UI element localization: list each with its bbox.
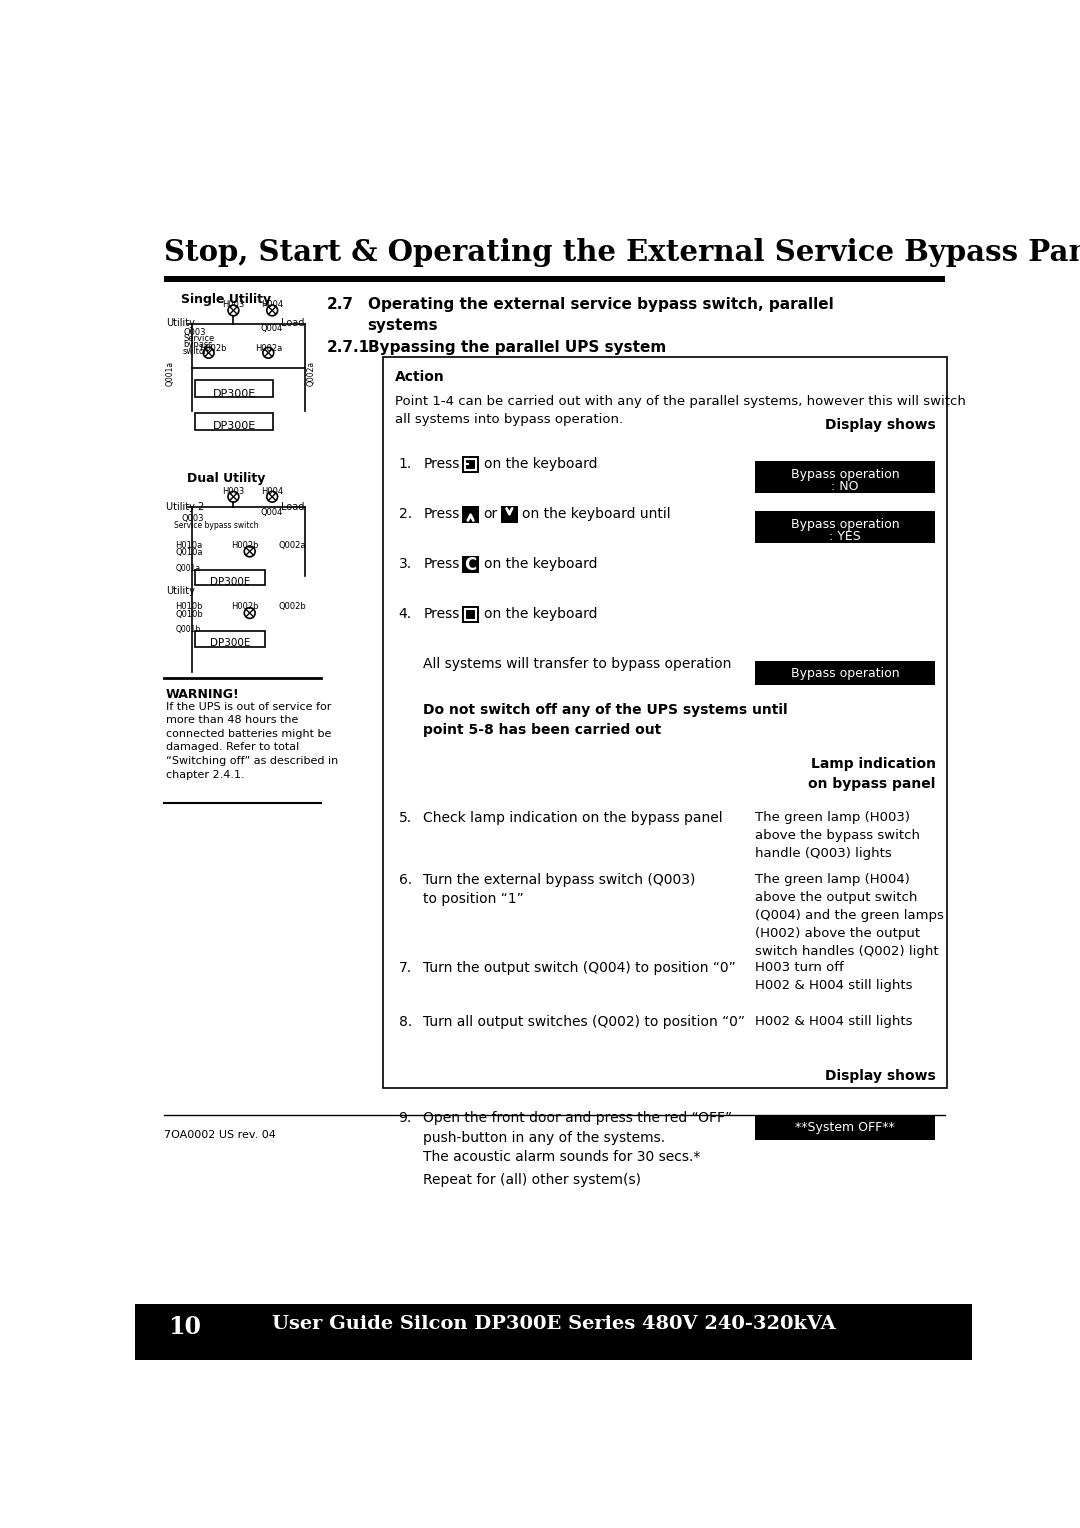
Text: Turn all output switches (Q002) to position “0”: Turn all output switches (Q002) to posit… xyxy=(423,1015,745,1028)
Text: on the keyboard: on the keyboard xyxy=(484,607,597,620)
Text: switch: switch xyxy=(183,347,210,356)
Text: Lamp indication
on bypass panel: Lamp indication on bypass panel xyxy=(808,756,935,790)
Text: C: C xyxy=(464,556,476,573)
Text: 9.: 9. xyxy=(399,1111,411,1125)
Text: If the UPS is out of service for
more than 48 hours the
connected batteries migh: If the UPS is out of service for more th… xyxy=(166,701,338,779)
Text: H003 turn off
H002 & H004 still lights: H003 turn off H002 & H004 still lights xyxy=(755,961,913,992)
Text: Turn the output switch (Q004) to position “0”: Turn the output switch (Q004) to positio… xyxy=(423,961,737,975)
Text: Single Utility: Single Utility xyxy=(181,293,271,306)
Text: Bypass operation: Bypass operation xyxy=(791,468,900,481)
Text: Press: Press xyxy=(423,556,460,571)
Text: Bypassing the parallel UPS system: Bypassing the parallel UPS system xyxy=(367,341,665,356)
Bar xyxy=(164,275,945,283)
Text: DP300E: DP300E xyxy=(211,578,251,587)
Text: Load: Load xyxy=(282,501,305,512)
Text: H002b: H002b xyxy=(231,541,258,550)
Bar xyxy=(195,380,273,397)
Text: H004: H004 xyxy=(261,301,283,309)
Text: Stop, Start & Operating the External Service Bypass Panel: Stop, Start & Operating the External Ser… xyxy=(164,237,1080,266)
Text: Service: Service xyxy=(183,335,214,344)
Text: 4.: 4. xyxy=(399,607,411,620)
Text: 1.: 1. xyxy=(399,457,411,471)
Text: 2.7: 2.7 xyxy=(327,298,354,312)
Text: The green lamp (H003)
above the bypass switch
handle (Q003) lights: The green lamp (H003) above the bypass s… xyxy=(755,811,920,860)
Text: H002b: H002b xyxy=(200,344,227,353)
Text: Q001b: Q001b xyxy=(175,625,201,634)
Text: DP300E: DP300E xyxy=(213,390,256,399)
Text: Action: Action xyxy=(394,370,444,385)
Text: Repeat for (all) other system(s): Repeat for (all) other system(s) xyxy=(423,1174,642,1187)
Text: H010a: H010a xyxy=(175,541,203,550)
Text: Service bypass switch: Service bypass switch xyxy=(174,521,258,530)
Text: H003: H003 xyxy=(222,487,244,495)
Bar xyxy=(755,460,935,494)
Text: Q003: Q003 xyxy=(183,329,205,338)
Text: H002 & H004 still lights: H002 & H004 still lights xyxy=(755,1015,913,1028)
Bar xyxy=(462,506,480,523)
Bar xyxy=(462,556,480,573)
Bar xyxy=(195,413,273,429)
Text: Q002a: Q002a xyxy=(307,361,316,385)
Text: **System OFF**: **System OFF** xyxy=(795,1122,894,1134)
Text: Open the front door and press the red “OFF”
push-button in any of the systems.
T: Open the front door and press the red “O… xyxy=(423,1111,732,1164)
Text: Press: Press xyxy=(423,457,460,471)
Text: on the keyboard: on the keyboard xyxy=(484,556,597,571)
Text: Operating the external service bypass switch, parallel
systems: Operating the external service bypass sw… xyxy=(367,298,834,333)
Text: Q010a: Q010a xyxy=(175,549,203,558)
Text: Load: Load xyxy=(282,318,305,329)
Text: WARNING!: WARNING! xyxy=(166,688,240,701)
Text: Utility: Utility xyxy=(166,587,194,596)
Text: or: or xyxy=(484,507,498,521)
Text: 5.: 5. xyxy=(399,811,411,825)
Text: 7OA0002 US rev. 04: 7OA0002 US rev. 04 xyxy=(164,1131,276,1140)
Text: User Guide Silcon DP300E Series 480V 240-320kVA: User Guide Silcon DP300E Series 480V 240… xyxy=(272,1316,835,1334)
Text: Point 1-4 can be carried out with any of the parallel systems, however this will: Point 1-4 can be carried out with any of… xyxy=(394,396,966,426)
Text: Q010b: Q010b xyxy=(175,610,203,619)
Text: Press: Press xyxy=(423,507,460,521)
Bar xyxy=(465,610,476,620)
Text: : YES: : YES xyxy=(829,530,861,542)
Bar xyxy=(462,455,480,472)
Text: Display shows: Display shows xyxy=(825,419,935,432)
Bar xyxy=(195,570,266,585)
Bar xyxy=(462,607,480,623)
Text: H003: H003 xyxy=(222,301,244,309)
Text: Q003: Q003 xyxy=(181,515,204,524)
Bar xyxy=(755,1115,935,1140)
Text: Dual Utility: Dual Utility xyxy=(187,472,266,484)
Text: H002b: H002b xyxy=(231,602,258,611)
Text: Check lamp indication on the bypass panel: Check lamp indication on the bypass pane… xyxy=(423,811,723,825)
Text: H010b: H010b xyxy=(175,602,203,611)
Text: on the keyboard: on the keyboard xyxy=(484,457,597,471)
Bar xyxy=(501,506,517,523)
Bar xyxy=(135,1303,972,1360)
Text: 8.: 8. xyxy=(399,1015,411,1028)
Text: Utility 2: Utility 2 xyxy=(166,501,204,512)
Text: Do not switch off any of the UPS systems until
point 5-8 has been carried out: Do not switch off any of the UPS systems… xyxy=(423,703,788,736)
Text: 3.: 3. xyxy=(399,556,411,571)
Text: Bypass operation: Bypass operation xyxy=(791,518,900,532)
Text: DP300E: DP300E xyxy=(213,422,256,431)
Text: : NO: : NO xyxy=(832,480,859,494)
Bar xyxy=(383,356,947,1088)
Text: 2.7.1: 2.7.1 xyxy=(327,341,370,356)
Text: Q002b: Q002b xyxy=(279,602,306,611)
Text: H004: H004 xyxy=(261,487,283,495)
Text: All systems will transfer to bypass operation: All systems will transfer to bypass oper… xyxy=(423,657,731,671)
Text: on the keyboard until: on the keyboard until xyxy=(523,507,671,521)
Text: 2.: 2. xyxy=(399,507,411,521)
Text: Q001a: Q001a xyxy=(166,361,175,385)
Text: 6.: 6. xyxy=(399,872,411,886)
Text: Display shows: Display shows xyxy=(825,1070,935,1083)
Text: bypass: bypass xyxy=(183,341,213,350)
Text: The green lamp (H004)
above the output switch
(Q004) and the green lamps
(H002) : The green lamp (H004) above the output s… xyxy=(755,872,944,958)
Bar xyxy=(195,631,266,646)
Text: Q004: Q004 xyxy=(260,324,283,333)
Text: H002a: H002a xyxy=(255,344,282,353)
Text: DP300E: DP300E xyxy=(211,639,251,648)
Bar xyxy=(755,660,935,686)
Bar xyxy=(465,458,476,469)
Text: Utility: Utility xyxy=(166,318,194,329)
Text: 7.: 7. xyxy=(399,961,411,975)
Text: Q004: Q004 xyxy=(260,509,283,518)
